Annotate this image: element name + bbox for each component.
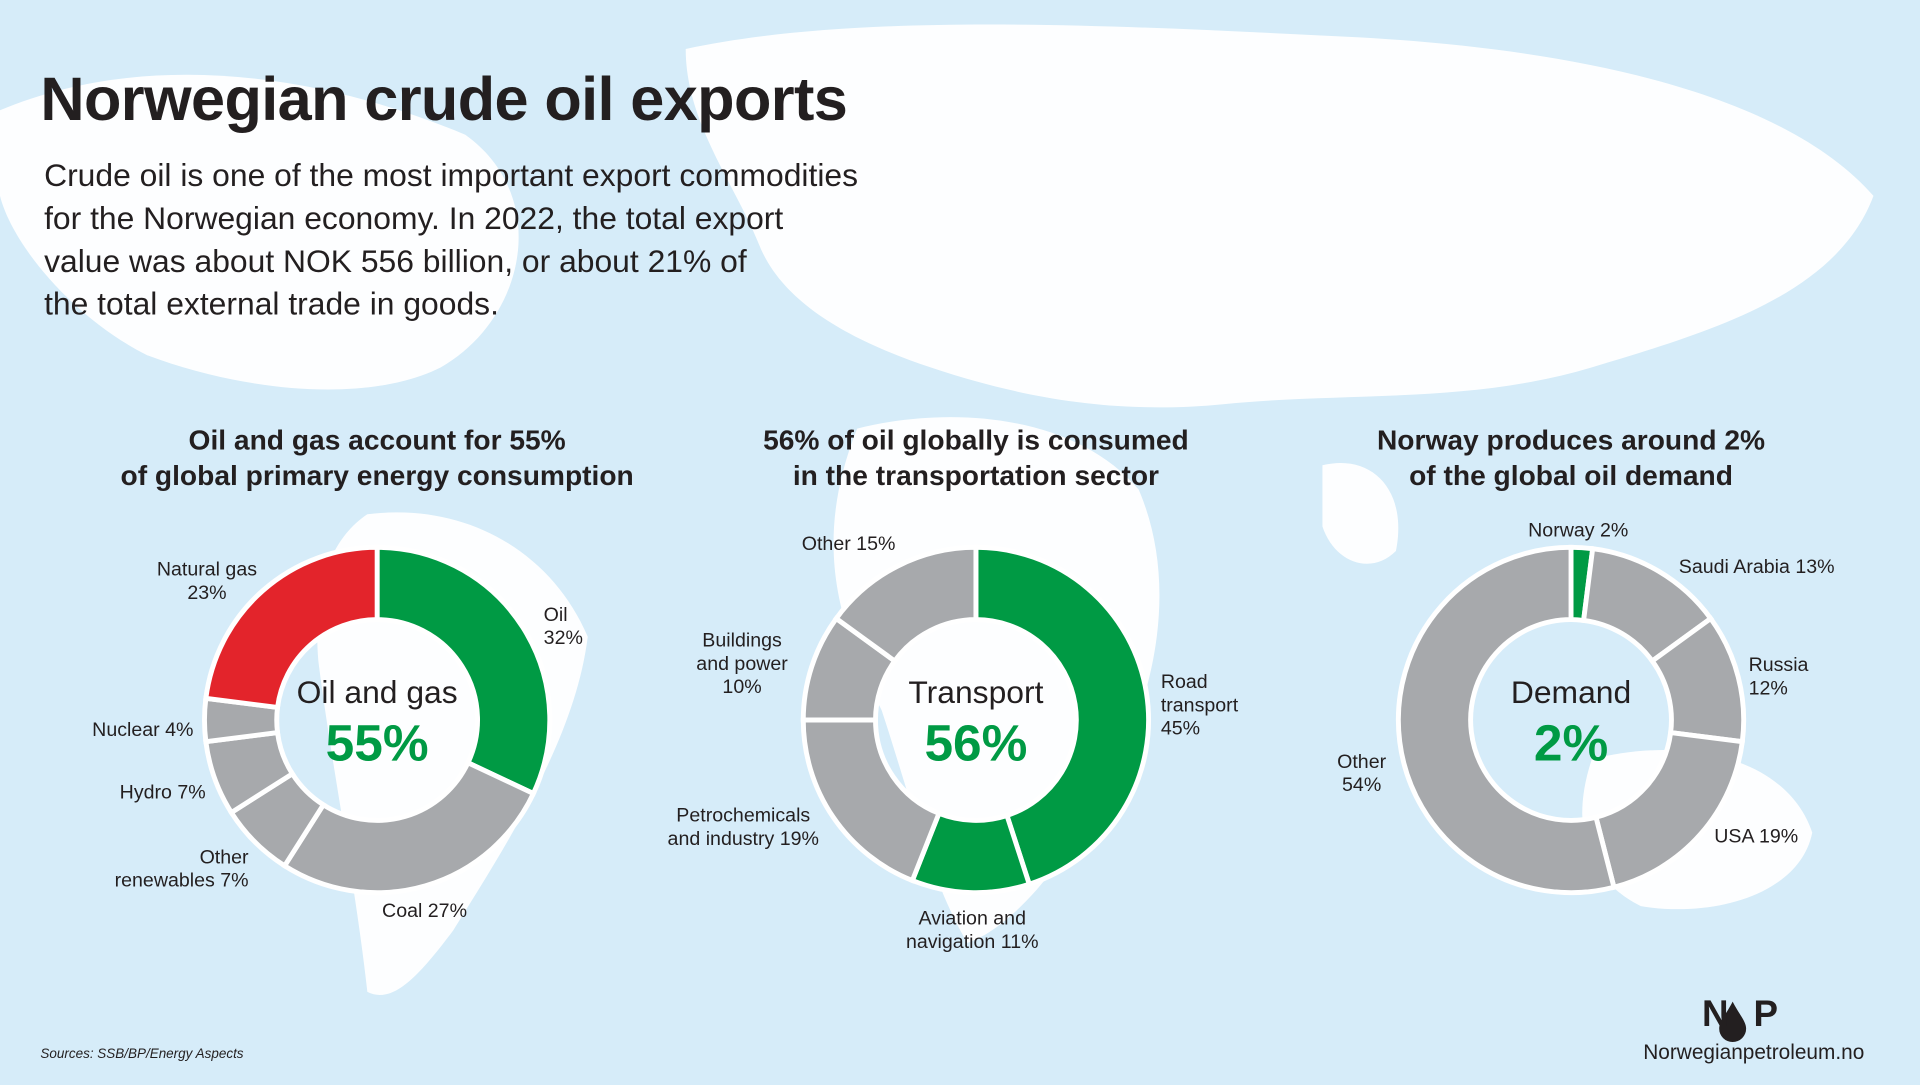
donut-segment [832,544,979,665]
segment-label: Petrochemicals and industry 19% [666,804,820,851]
value-label: 23% [187,582,227,604]
value-label: 4% [165,720,194,741]
chart-title: in the transportation sector [792,459,1159,492]
donut-segment [374,544,553,797]
category-label: Hydro [119,782,172,804]
category-label: Other renewables [114,847,249,892]
brand: Norwegianpetroleum.no [1643,1040,1865,1065]
description-line: value was about NOK 556 billion, or abou… [44,242,747,280]
value-label: 19% [779,828,819,850]
segment-label: Saudi Arabia 13% [1679,556,1875,579]
category-label: Other [1337,751,1387,773]
chart-title: of global primary energy consumption [120,459,634,492]
donut-segment [203,544,380,711]
value-label: 27% [427,901,468,923]
category-label: Natural gas [156,559,258,581]
category-label: Saudi Arabia [1678,557,1790,578]
value-label: 45% [1160,718,1201,740]
source: Sources: SSB/BP/Energy Aspects [40,1046,244,1062]
category-label: Oil [543,604,568,626]
segment-label: Other 15% [775,533,922,556]
category-label: Other [801,533,851,555]
value-label: 12% [1748,678,1788,700]
segment-label: Oil 32% [544,604,593,651]
donut-segment [281,759,537,896]
chart-title: of the global oil demand [1409,459,1733,492]
category-label: USA [1714,826,1754,848]
segment-label: Other renewables 7% [96,846,249,893]
category-label: Russia [1748,655,1809,676]
chart-title: 56% of oil globally is consumed [763,423,1189,456]
description-line: the total external trade in goods. [44,285,499,323]
donut-segment [1395,544,1617,896]
value-label: 15% [856,533,896,555]
segment-label: Aviation and navigation 11% [905,907,1040,954]
center-value: 56% [924,713,1028,772]
logo-letter: N [1702,994,1729,1035]
category-label: Nuclear [92,720,160,741]
donut-segment [973,544,1152,888]
category-label: Petrochemicals and industry [667,805,811,850]
description-line: Crude oil is one of the most important e… [44,156,859,194]
segment-label: Russia 12% [1749,654,1810,701]
center-value: 55% [325,713,429,772]
value-label: 19% [1758,826,1799,848]
center-value: 2% [1533,713,1609,772]
chart-title: Norway produces around 2% [1376,423,1766,456]
segment-label: Nuclear 4% [47,719,194,742]
logo-drop [1719,1001,1747,1043]
value-label: 54% [1342,775,1382,796]
segment-label: Other 54% [1331,751,1392,798]
segment-label: Road transport 45% [1161,671,1259,741]
value-label: 32% [543,628,583,649]
segment-label: USA 19% [1714,825,1836,848]
category-label: Norway [1528,520,1595,542]
segment-label: Coal 27% [382,900,504,923]
chart-title: Oil and gas account for 55% [188,423,566,456]
segment-label: Natural gas 23% [146,558,268,605]
value-label: 10% [722,677,762,698]
value-label: 11% [1000,931,1039,953]
center-label: Demand [1510,673,1632,711]
center-label: Transport [908,673,1044,711]
segment-label: Norway 2% [1528,519,1675,542]
segment-label: Buildings and power 10% [687,629,797,699]
description-line: for the Norwegian economy. In 2022, the … [44,199,784,237]
page-title: Norwegian crude oil exports [40,64,848,134]
value-label: 7% [177,782,206,804]
segment-label: Hydro 7% [83,781,206,804]
category-label: Buildings and power [696,630,788,675]
category-label: Coal [382,901,423,923]
value-label: 7% [220,870,249,892]
value-label: 13% [1795,557,1835,578]
category-label: Aviation and navigation [905,908,1026,953]
value-label: 2% [1600,520,1629,542]
center-label: Oil and gas [296,673,458,711]
logo-letter: P [1753,994,1778,1035]
category-label: Road transport [1160,672,1239,717]
